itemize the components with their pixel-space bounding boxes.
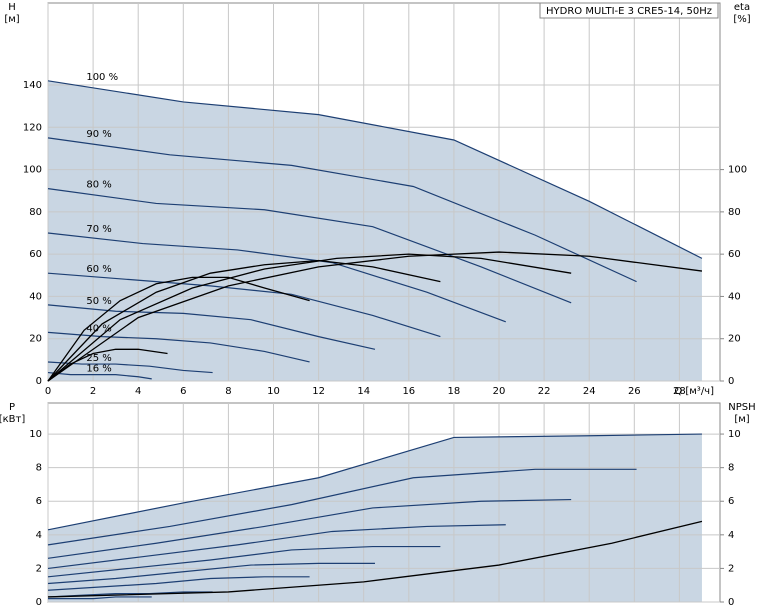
x-tick-label: 26 <box>628 386 641 397</box>
y-axis-label: H <box>8 2 16 13</box>
curve-label: 25 % <box>86 353 111 364</box>
y2-tick-label: 0 <box>728 597 734 608</box>
curve <box>47 253 572 382</box>
curve <box>47 80 703 259</box>
x-tick-label: 22 <box>538 386 551 397</box>
x-tick-label: 28 <box>673 386 686 397</box>
y-tick-label: 2 <box>36 563 42 574</box>
y2-axis-unit: [м] <box>734 414 749 425</box>
y-tick-label: 8 <box>36 463 42 474</box>
y2-axis-label: eta <box>734 2 750 13</box>
y-tick-label: 100 <box>23 165 42 176</box>
curve <box>47 251 703 382</box>
curve <box>47 259 441 382</box>
y2-tick-label: 60 <box>728 249 741 260</box>
y-tick-label: 120 <box>23 122 42 133</box>
y-tick-label: 140 <box>23 80 42 91</box>
y2-tick-label: 6 <box>728 496 734 507</box>
curve-label: 90 % <box>86 129 111 140</box>
curve <box>47 361 213 374</box>
y2-tick-label: 8 <box>728 463 734 474</box>
x-tick-label: 0 <box>45 386 51 397</box>
x-tick-label: 16 <box>402 386 415 397</box>
curve <box>47 498 572 559</box>
curve-label: 50 % <box>86 296 111 307</box>
curve-label: 16 % <box>86 364 111 375</box>
x-tick-label: 10 <box>267 386 280 397</box>
y-tick-label: 20 <box>29 334 42 345</box>
x-tick-label: 2 <box>90 386 96 397</box>
y-tick-label: 4 <box>36 530 42 541</box>
y-axis-unit: [м] <box>4 14 19 25</box>
y-tick-label: 6 <box>36 496 42 507</box>
curve <box>47 272 441 338</box>
y-axis-unit: [кВт] <box>0 414 25 425</box>
curve <box>48 596 152 600</box>
x-tick-label: 12 <box>312 386 325 397</box>
y2-tick-label: 20 <box>728 334 741 345</box>
y2-tick-label: 40 <box>728 291 741 302</box>
curve-label: 80 % <box>86 180 111 191</box>
curve <box>47 371 152 380</box>
y-tick-label: 0 <box>36 597 42 608</box>
y-tick-label: 80 <box>29 207 42 218</box>
y-tick-label: 0 <box>36 376 42 387</box>
y-tick-label: 40 <box>29 291 42 302</box>
curve <box>47 348 168 382</box>
curve-label: 60 % <box>86 264 111 275</box>
x-tick-label: 20 <box>493 386 506 397</box>
operating-area <box>48 80 702 382</box>
chart-title: HYDRO MULTI-E 3 CRE5-14, 50Hz <box>546 6 712 17</box>
curve <box>47 188 572 304</box>
x-tick-label: 24 <box>583 386 596 397</box>
y-tick-label: 60 <box>29 249 42 260</box>
y-tick-label: 10 <box>29 429 42 440</box>
curve-label: 100 % <box>86 72 118 83</box>
y2-tick-label: 100 <box>728 165 747 176</box>
x-tick-label: 14 <box>357 386 370 397</box>
title-box <box>539 2 719 19</box>
curve <box>47 524 506 570</box>
curve <box>47 468 637 546</box>
curve <box>47 520 703 598</box>
curve <box>47 576 310 591</box>
curve <box>47 331 310 363</box>
y2-tick-label: 10 <box>728 429 741 440</box>
curve-label: 40 % <box>86 323 111 334</box>
x-tick-label: 18 <box>448 386 461 397</box>
x-tick-label: 4 <box>135 386 141 397</box>
curve <box>47 433 702 531</box>
y-axis-label: P <box>9 402 15 413</box>
y2-tick-label: 2 <box>728 563 734 574</box>
y2-tick-label: 80 <box>728 207 741 218</box>
curve-label: 70 % <box>86 224 111 235</box>
curve <box>47 232 506 323</box>
y2-tick-label: 4 <box>728 530 734 541</box>
curve <box>47 276 310 382</box>
y2-axis-unit: [%] <box>733 14 750 25</box>
x-tick-label: 8 <box>225 386 231 397</box>
y2-axis-label: NPSH <box>728 402 755 413</box>
x-tick-label: 6 <box>180 386 186 397</box>
x-axis-label: Q [м³/ч] <box>674 386 714 397</box>
curve <box>47 562 375 585</box>
y2-tick-label: 0 <box>728 376 734 387</box>
curve <box>47 137 637 283</box>
curve <box>47 304 376 350</box>
curve <box>47 545 441 578</box>
